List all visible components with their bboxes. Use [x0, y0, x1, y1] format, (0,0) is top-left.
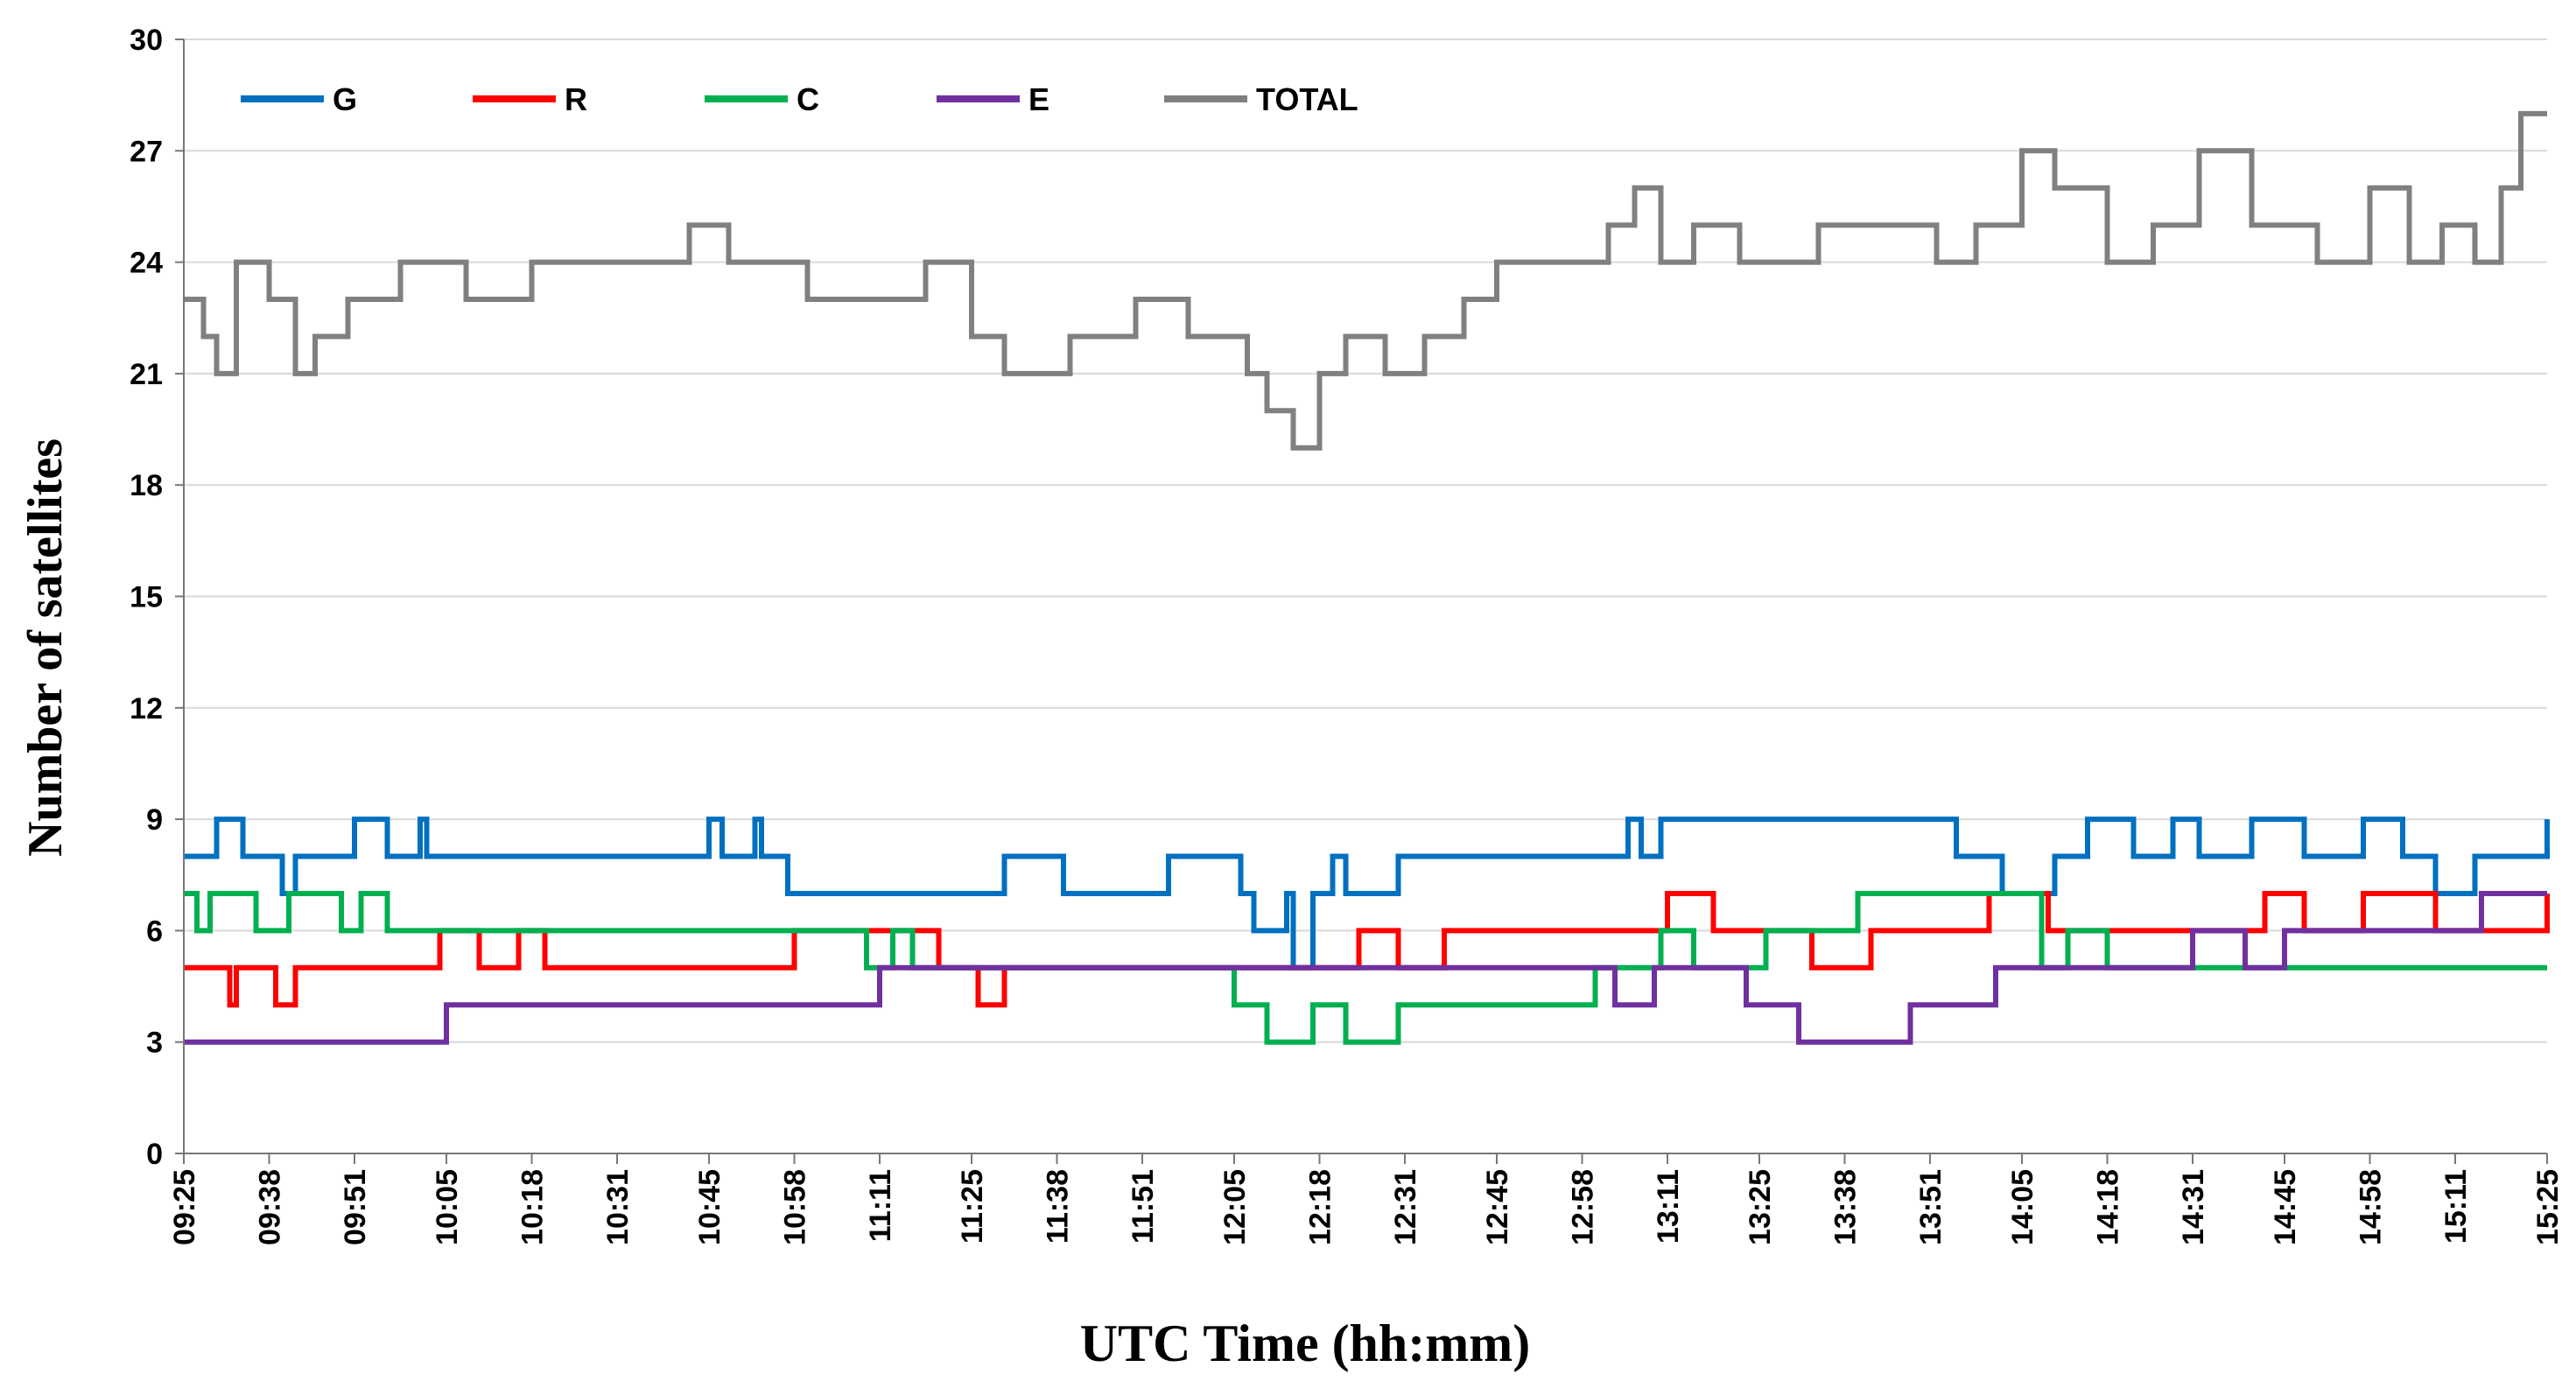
legend-label-g: G: [333, 81, 357, 117]
x-tick-label: 14:05: [2006, 1169, 2039, 1245]
x-tick-labels: 09:25 09:38 09:51 10:05 10:18 10:31 10:45 10:58…: [168, 1153, 2565, 1245]
legend-label-e: E: [1028, 81, 1049, 117]
x-tick-label: 14:58: [2355, 1169, 2388, 1245]
y-tick-label: 27: [130, 135, 163, 168]
x-tick-label: 10:05: [431, 1169, 464, 1245]
series-lines: [184, 110, 2550, 1045]
x-tick-label: 13:51: [1914, 1169, 1948, 1245]
x-tick-label: 13:38: [1829, 1169, 1863, 1245]
y-tick-labels: 0 3 6 9 12 15 18 21 24 27 30: [130, 24, 184, 1171]
y-tick-label: 3: [146, 1027, 163, 1060]
x-tick-label: 11:51: [1127, 1169, 1160, 1244]
y-tick-label: 15: [130, 581, 163, 614]
legend-label-r: R: [565, 81, 587, 117]
x-tick-label: 10:31: [601, 1169, 635, 1245]
y-tick-label: 0: [146, 1138, 163, 1171]
legend-label-total: TOTAL: [1256, 81, 1358, 117]
x-tick-label: 12:58: [1567, 1169, 1600, 1245]
x-tick-label: 14:31: [2177, 1169, 2210, 1245]
y-tick-label: 21: [130, 358, 163, 391]
series-line-g: [184, 817, 2550, 971]
x-axis-title: UTC Time (hh:mm): [1080, 1314, 1530, 1372]
y-tick-label: 18: [130, 469, 163, 502]
x-tick-label: 15:11: [2439, 1169, 2473, 1244]
series-line-total: [184, 110, 2547, 451]
y-axis-title: Number of satellites: [18, 438, 73, 857]
series-line-e: [184, 891, 2547, 1045]
x-tick-label: 11:11: [864, 1169, 897, 1242]
x-tick-label: 10:45: [693, 1169, 726, 1245]
x-tick-label: 12:45: [1481, 1169, 1514, 1245]
x-tick-label: 11:25: [956, 1169, 989, 1244]
x-tick-label: 12:31: [1389, 1169, 1422, 1245]
x-tick-label: 12:18: [1304, 1169, 1337, 1245]
y-tick-label: 9: [146, 803, 163, 837]
legend: G R C E TOTAL: [241, 81, 1358, 117]
x-tick-label: 14:45: [2269, 1169, 2302, 1245]
x-tick-label: 09:25: [168, 1169, 201, 1245]
x-tick-label: 15:25: [2531, 1169, 2565, 1245]
legend-label-c: C: [797, 81, 819, 117]
x-tick-label: 09:38: [254, 1169, 287, 1245]
y-tick-label: 12: [130, 692, 163, 726]
x-tick-label: 13:25: [1744, 1169, 1777, 1245]
y-tick-label: 30: [130, 24, 163, 57]
y-tick-label: 24: [130, 247, 163, 280]
x-tick-label: 14:18: [2092, 1169, 2125, 1245]
x-tick-label: 12:05: [1218, 1169, 1252, 1245]
series-line-c: [184, 891, 2547, 1045]
y-tick-label: 6: [146, 915, 163, 948]
x-tick-label: 09:51: [339, 1169, 372, 1245]
x-tick-label: 10:58: [779, 1169, 812, 1245]
x-tick-label: 11:38: [1042, 1169, 1075, 1244]
x-tick-label: 10:18: [516, 1169, 550, 1245]
x-tick-label: 13:11: [1652, 1169, 1685, 1244]
